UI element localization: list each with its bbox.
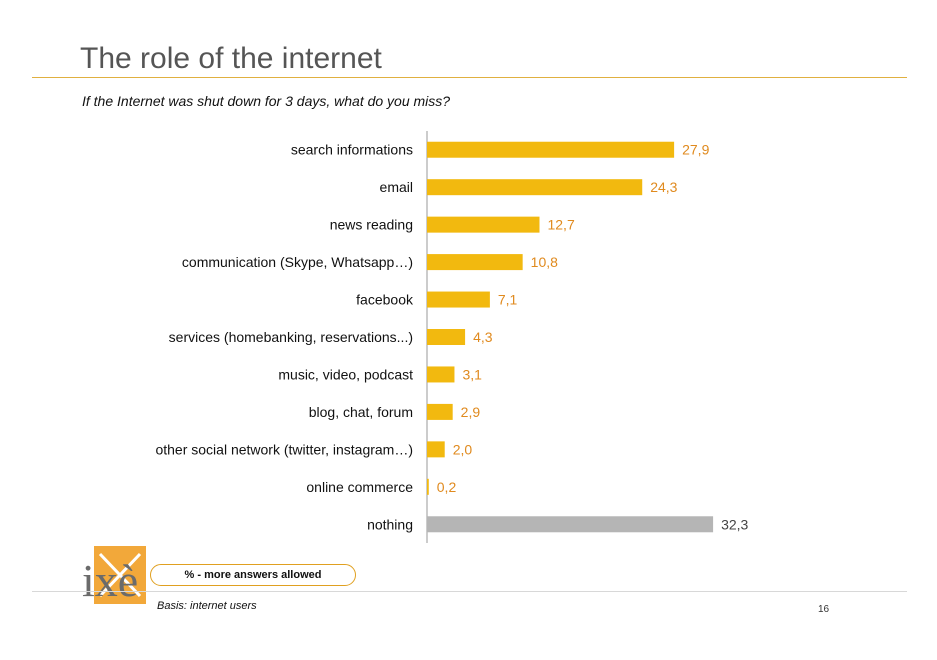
value-label: 32,3 [721,516,748,532]
category-label: services (homebanking, reservations...) [169,329,413,345]
category-label: nothing [367,516,413,532]
category-label: facebook [356,292,414,308]
footer-divider [32,591,907,592]
ixe-logo: ixè [80,546,146,604]
bar [427,404,453,420]
bar [427,142,674,158]
bar [427,516,713,532]
value-label: 4,3 [473,329,493,345]
bar [427,179,642,195]
category-label: other social network (twitter, instagram… [155,441,413,457]
bar [427,441,445,457]
value-label: 12,7 [547,217,574,233]
value-label: 24,3 [650,179,677,195]
value-label: 27,9 [682,142,709,158]
category-label: email [380,179,413,195]
category-label: search informations [291,142,413,158]
bar [427,479,429,495]
category-label: news reading [330,217,413,233]
value-label: 2,0 [453,441,473,457]
logo-wordmark: ixè [82,555,138,604]
bar [427,366,454,382]
bar [427,217,539,233]
value-label: 2,9 [461,404,481,420]
value-label: 0,2 [437,479,457,495]
bar [427,292,490,308]
category-label: blog, chat, forum [309,404,413,420]
category-label: music, video, podcast [278,366,413,382]
value-label: 3,1 [462,366,482,382]
note-badge: % - more answers allowed [150,564,356,586]
value-label: 10,8 [531,254,558,270]
category-label: online commerce [306,479,413,495]
basis-note: Basis: internet users [157,600,257,612]
page-number: 16 [818,604,829,615]
category-label: communication (Skype, Whatsapp…) [182,254,413,270]
bar [427,254,523,270]
bar [427,329,465,345]
value-label: 7,1 [498,292,518,308]
